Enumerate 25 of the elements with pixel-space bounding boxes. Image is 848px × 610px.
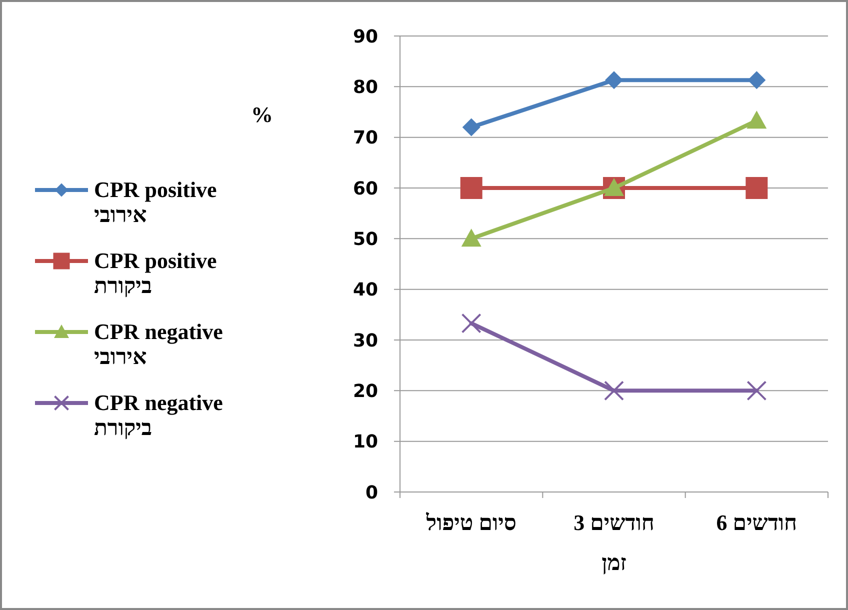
y-tick-label: 0 (365, 482, 378, 504)
y-tick-label: 80 (352, 76, 378, 98)
y-tick-label: 10 (352, 432, 378, 453)
point (746, 110, 767, 129)
y-tick-label: 90 (352, 26, 378, 48)
point (746, 177, 768, 199)
point (462, 118, 480, 136)
x-tick-label: 6 חודשים (716, 510, 798, 535)
x-tick-label: 3 חודשים (574, 510, 654, 535)
y-tick-label: 30 (352, 330, 378, 352)
y-tick-label: 50 (352, 228, 378, 250)
y-tick-label: 20 (352, 380, 378, 402)
y-tick-label: 70 (352, 128, 378, 149)
point (746, 380, 767, 401)
y-axis-title: % (251, 102, 273, 127)
point (748, 71, 766, 90)
point (604, 380, 624, 401)
y-tick-label: 40 (352, 280, 378, 301)
y-tick-label: 60 (352, 178, 378, 200)
point (460, 177, 482, 199)
x-tick-label: סיום טיפול (425, 510, 516, 535)
point (461, 313, 482, 334)
point (605, 71, 623, 90)
x-axis-title: זמן (602, 550, 626, 575)
point (461, 228, 482, 247)
